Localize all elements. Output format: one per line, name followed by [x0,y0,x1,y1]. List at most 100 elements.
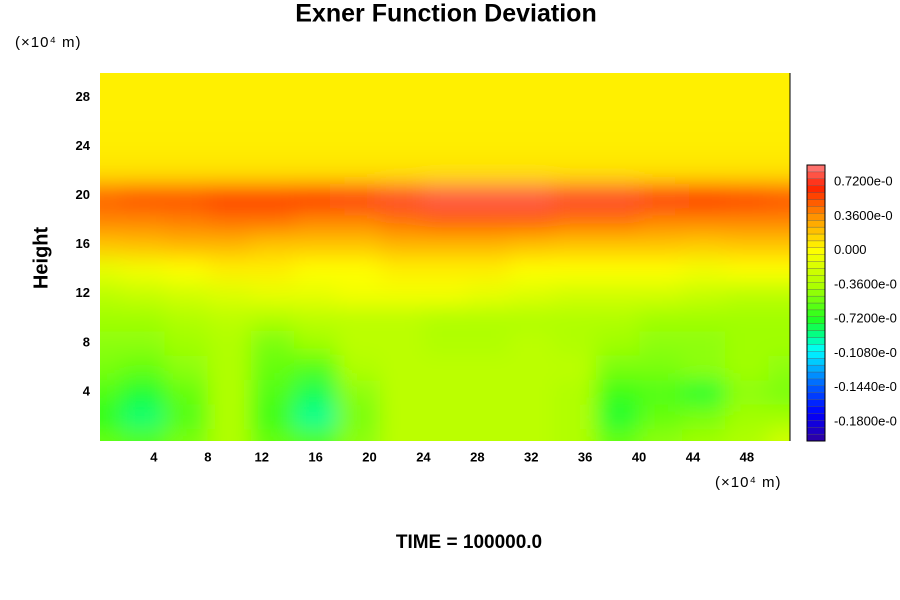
field-cell [552,134,597,160]
field-cell [725,428,769,441]
field-cell [639,85,683,111]
x-tick-label: 16 [308,449,322,464]
field-cell [164,330,209,356]
colorbar-band [806,199,826,207]
field-cell [380,158,424,184]
field-cell [423,257,468,283]
field-cell [380,73,424,86]
field-cell [100,207,123,233]
field-cell [639,183,683,209]
field-cell [337,355,381,381]
field-cell [250,232,295,258]
field-cell [552,306,597,332]
field-cell [509,158,554,184]
field-cell [768,85,790,111]
field-cell [207,404,252,430]
y-tick-label: 20 [76,187,90,202]
colorbar-band [806,282,826,290]
colorbar-band [806,171,826,179]
colorbar-band [806,406,826,414]
x-tick-label: 32 [524,449,538,464]
field-cell [250,134,295,160]
colorbar-band [806,309,826,317]
plot-area [100,73,790,441]
colorbar-band [806,413,826,421]
field-cell [466,158,511,184]
colorbar-frame [806,164,826,442]
field-cell [294,404,338,430]
field-cell [768,134,790,160]
field-cell [207,183,252,209]
field-cell [294,183,338,209]
field-cell [595,183,640,209]
field-cell [100,404,123,430]
field-cell [207,330,252,356]
field-cell [380,428,424,441]
x-tick-label: 24 [416,449,431,464]
colorbar-tick-label: -0.1800e-0 [834,413,897,428]
field-cell [595,158,640,184]
x-tick-label: 40 [632,449,646,464]
field-cell [294,73,338,86]
colorbar-band [806,302,826,311]
field-cell [768,355,790,381]
field-cell [380,85,424,111]
field-cell [250,355,295,381]
y-tick-label: 8 [83,334,90,349]
field-cell [207,232,252,258]
field-cell [552,330,597,356]
field-cell [725,281,769,307]
field-cell [164,109,209,135]
field-cell [100,109,123,135]
field-cell [121,330,166,356]
y-unit: (×10⁴ m) [15,34,82,51]
field-cell [337,379,381,405]
field-cell [725,109,769,135]
field-cell [466,232,511,258]
field-cell [639,232,683,258]
field-cell [682,85,726,111]
field-cell [250,183,295,209]
field-cell [380,232,424,258]
colorbar-band [806,351,826,359]
field-cell [682,183,726,209]
field-cell [423,232,468,258]
field-cell [250,428,295,441]
field-cell [725,158,769,184]
field-cell [682,281,726,307]
field-cell [682,428,726,441]
field-cell [121,281,166,307]
field-cell [682,207,726,233]
colorbar-band [806,268,826,276]
colorbar-band [806,261,826,269]
field-cell [121,207,166,233]
field-cell [552,428,597,441]
field-cell [768,158,790,184]
field-cell [423,207,468,233]
field-cell [595,330,640,356]
field-cell [164,85,209,111]
field-cell [552,257,597,283]
colorbar-band [806,247,826,255]
x-unit: (×10⁴ m) [715,474,782,491]
field-cell [207,355,252,381]
field-cell [100,379,123,405]
field-cell [337,109,381,135]
field-cell [639,158,683,184]
colorbar-band [806,344,826,352]
field-cell [725,355,769,381]
field-cell [121,257,166,283]
colorbar-band [806,254,826,262]
field-cell [768,73,790,86]
field-cell [509,109,554,135]
field-cell [294,109,338,135]
colorbar-band [806,427,826,435]
field-cell [164,158,209,184]
colorbar-band [806,420,826,428]
colorbar-tick-label: 0.3600e-0 [834,208,893,223]
x-tick-label: 20 [362,449,376,464]
field-cell [552,207,597,233]
field-cell [294,281,338,307]
field-cell [682,232,726,258]
